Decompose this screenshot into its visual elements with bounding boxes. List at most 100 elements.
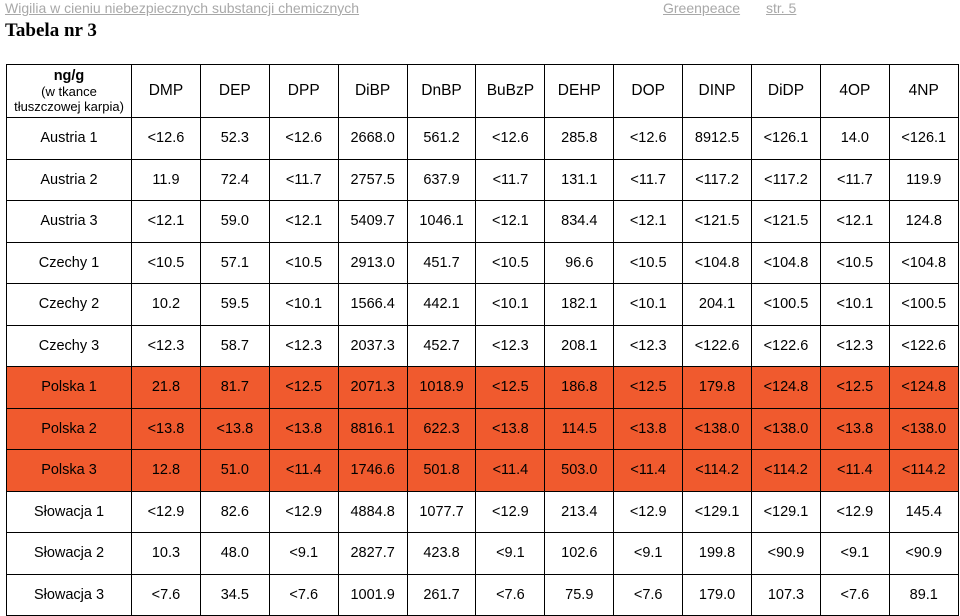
table-cell: 179.8 [682, 366, 753, 409]
table-cell: 14.0 [819, 117, 890, 160]
table-cell: 2757.5 [337, 158, 408, 201]
table-cell: 1046.1 [406, 200, 477, 243]
table-cell: 1001.9 [337, 573, 408, 616]
row-label: Słowacja 1 [6, 490, 132, 533]
table-cell: 124.8 [888, 200, 959, 243]
table-cell: <11.4 [819, 449, 890, 492]
table-cell: 2827.7 [337, 532, 408, 575]
table-cell: <126.1 [888, 117, 959, 160]
table-cell: <11.7 [475, 158, 546, 201]
table-cell: 58.7 [199, 324, 270, 367]
row-label: Słowacja 3 [6, 573, 132, 616]
column-header: DOP [613, 64, 684, 118]
table-cell: <12.1 [819, 200, 890, 243]
table-cell: 5409.7 [337, 200, 408, 243]
table-cell: <122.6 [751, 324, 821, 367]
corner-header: ng/g (w tkance tłuszczowej karpia) [6, 64, 132, 118]
row-label: Czechy 1 [6, 241, 132, 284]
table-row: Czechy 1 <10.5 57.1 <10.5 2913.0 451.7 <10.5 96… [6, 241, 959, 284]
table-cell: 1018.9 [406, 366, 477, 409]
table-cell: 89.1 [888, 573, 959, 616]
table-cell: <12.1 [475, 200, 546, 243]
table-cell: <7.6 [475, 573, 546, 616]
table-cell: <117.2 [751, 158, 821, 201]
organization-name[interactable]: Greenpeace [663, 0, 741, 16]
table-cell: <7.6 [131, 573, 201, 616]
page-number[interactable]: str. 5 [766, 0, 797, 16]
table-row: Słowacja 3 <7.6 34.5 <7.6 1001.9 261.7 <7.6 75.… [6, 573, 959, 616]
table-cell: <100.5 [888, 283, 959, 326]
table-cell: <12.3 [475, 324, 546, 367]
table-row: Czechy 3 <12.3 58.7 <12.3 2037.3 452.7 <12.3 20… [6, 324, 959, 367]
table-cell: <13.8 [475, 407, 546, 450]
column-header: DINP [682, 64, 753, 118]
table-cell: 10.3 [131, 532, 201, 575]
table-cell: 285.8 [544, 117, 615, 160]
table-cell: 622.3 [406, 407, 477, 450]
table-cell: <10.1 [613, 283, 684, 326]
table-cell: 261.7 [406, 573, 477, 616]
table-cell: <121.5 [682, 200, 753, 243]
table-cell: 1077.7 [406, 490, 477, 533]
table-cell: 21.8 [131, 366, 201, 409]
results-table: ng/g (w tkance tłuszczowej karpia) DMP D… [6, 64, 959, 616]
table-cell: <12.9 [613, 490, 684, 533]
table-body: Austria 1 <12.6 52.3 <12.6 2668.0 561.2 <12.6 2… [6, 117, 959, 616]
table-cell: 423.8 [406, 532, 477, 575]
table-cell: 114.5 [544, 407, 615, 450]
unit-description-2: tłuszczowej karpia) [14, 99, 124, 114]
table-cell: 119.9 [888, 158, 959, 201]
table-cell: <138.0 [682, 407, 753, 450]
table-cell: 637.9 [406, 158, 477, 201]
table-cell: <7.6 [819, 573, 890, 616]
table-cell: <13.8 [131, 407, 201, 450]
table-cell: 2668.0 [337, 117, 408, 160]
table-cell: <11.4 [475, 449, 546, 492]
table-cell: <7.6 [613, 573, 684, 616]
table-cell: <126.1 [751, 117, 821, 160]
table-cell: <12.1 [613, 200, 684, 243]
row-label: Polska 3 [6, 449, 132, 492]
table-cell: 2071.3 [337, 366, 408, 409]
column-header: DEHP [544, 64, 615, 118]
table-cell: <104.8 [682, 241, 753, 284]
table-cell: 59.0 [199, 200, 270, 243]
table-cell: 48.0 [199, 532, 270, 575]
table-cell: <117.2 [682, 158, 753, 201]
document-title[interactable]: Wigilia w cieniu niebezpiecznych substan… [5, 0, 360, 16]
table-cell: <12.6 [131, 117, 201, 160]
table-cell: <90.9 [751, 532, 821, 575]
table-cell: 81.7 [199, 366, 270, 409]
table-cell: 213.4 [544, 490, 615, 533]
table-row: Polska 1 21.8 81.7 <12.5 2071.3 1018.9 <12.5 18… [6, 366, 959, 409]
table-cell: <13.8 [199, 407, 270, 450]
table-cell: <13.8 [268, 407, 339, 450]
table-cell: <13.8 [819, 407, 890, 450]
table-cell: <12.6 [268, 117, 339, 160]
table-row: Czechy 2 10.2 59.5 <10.1 1566.4 442.1 <10.1 182… [6, 283, 959, 326]
table-row: Austria 3 <12.1 59.0 <12.1 5409.7 1046.1 <12.1… [6, 200, 959, 243]
table-cell: <90.9 [888, 532, 959, 575]
table-cell: 12.8 [131, 449, 201, 492]
table-cell: 107.3 [751, 573, 821, 616]
table-cell: 2913.0 [337, 241, 408, 284]
table-cell: <9.1 [613, 532, 684, 575]
page-header: Wigilia w cieniu niebezpiecznych substan… [0, 0, 960, 18]
table-cell: <12.9 [268, 490, 339, 533]
table-cell: <100.5 [751, 283, 821, 326]
table-cell: <124.8 [751, 366, 821, 409]
table-cell: 34.5 [199, 573, 270, 616]
table-cell: <138.0 [751, 407, 821, 450]
table-cell: <10.5 [268, 241, 339, 284]
table-cell: 52.3 [199, 117, 270, 160]
table-cell: <12.1 [268, 200, 339, 243]
table-cell: 96.6 [544, 241, 615, 284]
table-cell: <121.5 [751, 200, 821, 243]
table-cell: 501.8 [406, 449, 477, 492]
table-cell: <12.6 [475, 117, 546, 160]
table-cell: 72.4 [199, 158, 270, 201]
column-header: 4OP [819, 64, 890, 118]
table-cell: 8816.1 [337, 407, 408, 450]
table-row: Słowacja 1 <12.9 82.6 <12.9 4884.8 1077.7 <12.… [6, 490, 959, 533]
table-cell: <12.3 [131, 324, 201, 367]
